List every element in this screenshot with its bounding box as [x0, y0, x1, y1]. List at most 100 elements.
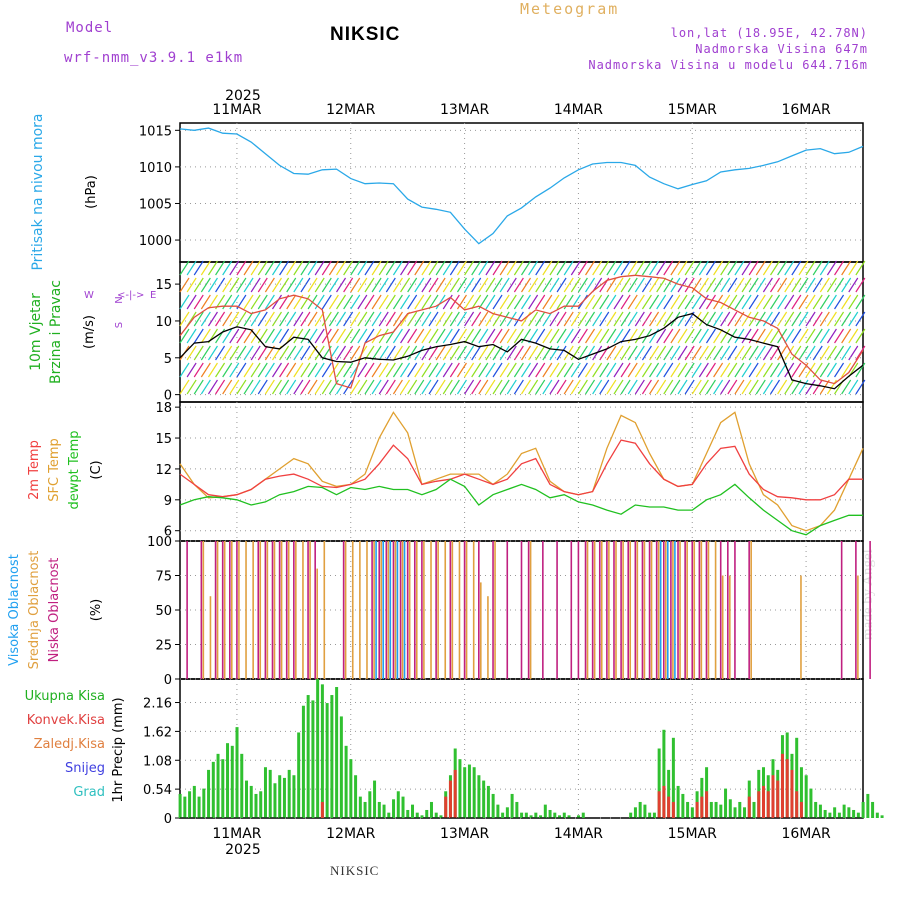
- precip-bar: [453, 769, 457, 818]
- wind-barb: [314, 277, 325, 293]
- wind-barb: [834, 311, 845, 327]
- precip-bar: [477, 775, 481, 818]
- wind-barb: [834, 277, 845, 293]
- precip-bar: [818, 804, 822, 818]
- precip-bar: [235, 727, 239, 818]
- wind-barb: [535, 260, 546, 276]
- wind-barb: [677, 328, 688, 344]
- wind-barb: [343, 362, 354, 378]
- wind-barb: [371, 260, 382, 276]
- wind-barb: [577, 362, 588, 378]
- wind-barb: [471, 379, 482, 395]
- wind-barb: [264, 260, 275, 276]
- wind-barb: [215, 277, 226, 293]
- precip-legend-item: Konvek.Kisa: [27, 713, 105, 728]
- wind-barb: [684, 260, 695, 276]
- wind-barb: [841, 294, 852, 310]
- wind-barb: [385, 294, 396, 310]
- precip-bar: [344, 745, 348, 818]
- wind-barb: [634, 260, 645, 276]
- wind-barb: [848, 328, 859, 344]
- wind-barb: [378, 260, 389, 276]
- wind-barb: [449, 345, 460, 361]
- wind-barb: [606, 328, 617, 344]
- wind-barb: [798, 311, 809, 327]
- bottom-year-label: 2025: [225, 842, 261, 858]
- wind-barb: [670, 362, 681, 378]
- wind-barb: [606, 260, 617, 276]
- wind-barb: [506, 277, 517, 293]
- wind-barb: [812, 311, 823, 327]
- wind-barb: [528, 328, 539, 344]
- wind-barb: [186, 277, 197, 293]
- wind-barb: [407, 379, 418, 395]
- wind-barb: [698, 328, 709, 344]
- wind-barb: [236, 311, 247, 327]
- wind-barb: [435, 345, 446, 361]
- wind-barb: [585, 345, 596, 361]
- wind-barb: [855, 260, 866, 276]
- precip-bar: [785, 759, 789, 818]
- wind-barb: [343, 260, 354, 276]
- wind-barb: [357, 328, 368, 344]
- wind-barb: [321, 379, 332, 395]
- wind-barb: [321, 294, 332, 310]
- wind-barb: [464, 345, 475, 361]
- wind-barb: [741, 277, 752, 293]
- wind-barb: [378, 294, 389, 310]
- wind-barb: [691, 311, 702, 327]
- y-tick-label: 100: [147, 535, 172, 550]
- wind-barb: [755, 311, 766, 327]
- wind-barb: [385, 311, 396, 327]
- bottom-day-label: 16MAR: [781, 826, 830, 842]
- wind-barb: [378, 311, 389, 327]
- wind-barb: [236, 362, 247, 378]
- precip-bar: [629, 812, 633, 818]
- wind-barb: [350, 260, 361, 276]
- wind-barb: [378, 362, 389, 378]
- wind-barb: [705, 379, 716, 395]
- wind-barb: [734, 260, 745, 276]
- precip-bar: [747, 796, 751, 818]
- wind-barb: [777, 294, 788, 310]
- wind-barb: [656, 362, 667, 378]
- precip-bar: [263, 767, 267, 818]
- wind-barb: [684, 362, 695, 378]
- wind-barb: [400, 260, 411, 276]
- wind-barb: [556, 362, 567, 378]
- precip-bar: [425, 809, 429, 818]
- wind-barb: [677, 294, 688, 310]
- wind-barb: [770, 362, 781, 378]
- wind-barb: [478, 311, 489, 327]
- wind-barb: [634, 379, 645, 395]
- wind-barb: [705, 345, 716, 361]
- precip-legend-item: Zaledj.Kisa: [34, 737, 105, 752]
- wind-barb: [364, 260, 375, 276]
- precip-bar: [567, 815, 571, 818]
- wind-barb: [236, 277, 247, 293]
- wind-barb: [549, 277, 560, 293]
- wind-barb: [350, 345, 361, 361]
- wind-barb: [207, 277, 218, 293]
- wind-barb: [343, 277, 354, 293]
- wind-barb: [400, 294, 411, 310]
- precip-bar: [539, 815, 543, 818]
- wind-barb: [179, 379, 190, 395]
- y-tick-label: 0: [164, 673, 172, 688]
- top-day-label: 12MAR: [326, 102, 375, 118]
- precip-bar: [486, 785, 490, 818]
- wind-barb: [350, 311, 361, 327]
- wind-barb: [627, 311, 638, 327]
- wind-barb: [663, 294, 674, 310]
- wind-barb: [250, 260, 261, 276]
- wind-barb: [599, 362, 610, 378]
- wind-barb: [215, 260, 226, 276]
- wind-barb: [506, 345, 517, 361]
- wind-barb: [805, 345, 816, 361]
- precip-bar: [861, 801, 865, 818]
- wind-barb: [599, 328, 610, 344]
- wind-barb: [620, 277, 631, 293]
- wind-barb: [770, 379, 781, 395]
- wind-barb: [656, 294, 667, 310]
- wind-barb: [485, 379, 496, 395]
